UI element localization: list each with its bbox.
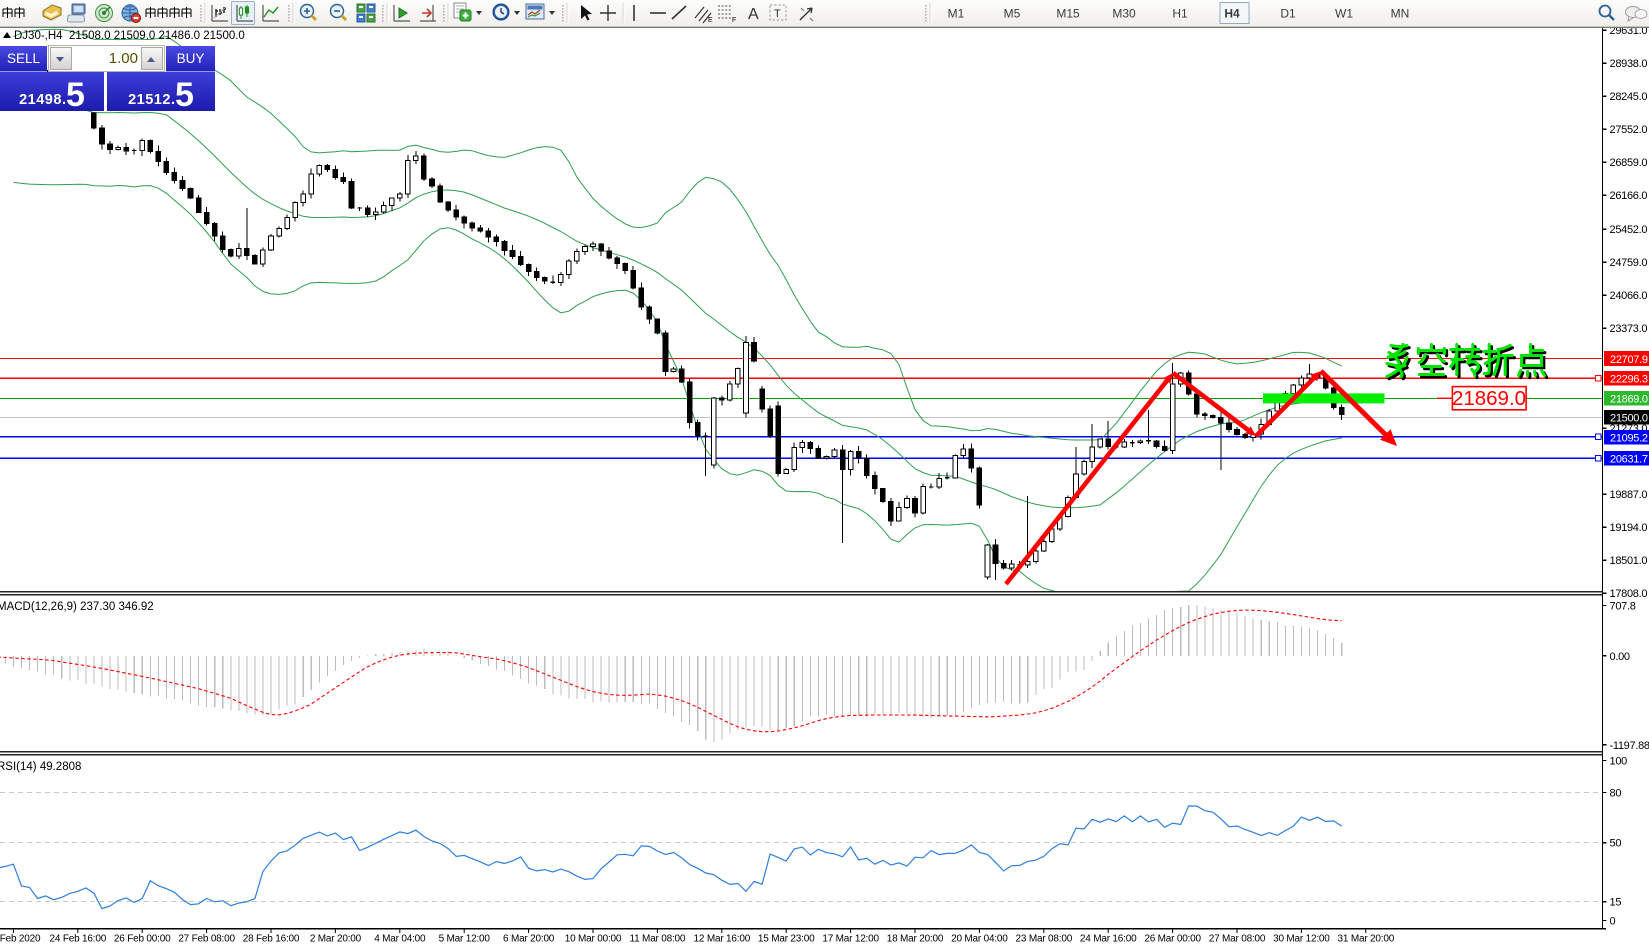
svg-text:H1: H1	[1172, 7, 1188, 21]
svg-text:18501.0: 18501.0	[1610, 555, 1648, 567]
svg-text:17808.0: 17808.0	[1610, 588, 1648, 600]
svg-text:2 Mar 20:00: 2 Mar 20:00	[310, 934, 362, 945]
svg-text:707.8: 707.8	[1610, 601, 1636, 613]
svg-text:15 Mar 23:00: 15 Mar 23:00	[758, 934, 815, 945]
svg-text:MN: MN	[1391, 7, 1410, 21]
svg-text:0.00: 0.00	[1610, 651, 1630, 663]
svg-text:F: F	[732, 17, 736, 24]
svg-text:22707.9: 22707.9	[1610, 354, 1648, 366]
svg-text:100: 100	[1610, 756, 1628, 768]
svg-text:15: 15	[1610, 897, 1622, 909]
svg-text:31 Mar 20:00: 31 Mar 20:00	[1338, 934, 1395, 945]
svg-text:5 Mar 12:00: 5 Mar 12:00	[439, 934, 491, 945]
svg-text:17 Mar 12:00: 17 Mar 12:00	[822, 934, 879, 945]
svg-text:6 Mar 20:00: 6 Mar 20:00	[503, 934, 555, 945]
svg-text:24066.0: 24066.0	[1610, 290, 1648, 302]
svg-text:24 Feb 16:00: 24 Feb 16:00	[50, 934, 107, 945]
svg-text:18 Mar 20:00: 18 Mar 20:00	[887, 934, 944, 945]
svg-text:21 Feb 2020: 21 Feb 2020	[0, 934, 41, 945]
svg-text:23373.0: 23373.0	[1610, 323, 1648, 335]
svg-text:M1: M1	[948, 7, 965, 21]
svg-text:50: 50	[1610, 838, 1622, 850]
svg-text:H4: H4	[1224, 7, 1240, 21]
svg-text:28 Feb 16:00: 28 Feb 16:00	[243, 934, 300, 945]
svg-text:21869.0: 21869.0	[1610, 394, 1648, 406]
svg-text:10 Mar 00:00: 10 Mar 00:00	[565, 934, 622, 945]
svg-text:19887.0: 19887.0	[1610, 489, 1648, 501]
svg-text:23 Mar 08:00: 23 Mar 08:00	[1016, 934, 1073, 945]
svg-text:12 Mar 16:00: 12 Mar 16:00	[694, 934, 751, 945]
svg-text:20 Mar 04:00: 20 Mar 04:00	[951, 934, 1008, 945]
svg-text:20631.7: 20631.7	[1610, 454, 1648, 466]
svg-text:28938.0: 28938.0	[1610, 58, 1648, 70]
svg-text:RSI(14) 49.2808: RSI(14) 49.2808	[0, 761, 81, 773]
svg-text:21869.0: 21869.0	[1452, 387, 1526, 410]
svg-text:26 Mar 00:00: 26 Mar 00:00	[1144, 934, 1201, 945]
svg-text:21500.0: 21500.0	[1610, 413, 1648, 425]
svg-text:26859.0: 26859.0	[1610, 157, 1648, 169]
svg-text:M15: M15	[1056, 7, 1080, 21]
svg-text:21095.2: 21095.2	[1610, 433, 1648, 445]
svg-text:27 Feb 08:00: 27 Feb 08:00	[178, 934, 235, 945]
svg-text:29631.0: 29631.0	[1610, 25, 1648, 37]
svg-text:24759.0: 24759.0	[1610, 257, 1648, 269]
svg-text:24 Mar 16:00: 24 Mar 16:00	[1080, 934, 1137, 945]
svg-text:27 Mar 08:00: 27 Mar 08:00	[1209, 934, 1266, 945]
svg-text:E: E	[708, 17, 713, 24]
svg-text:-1197.88: -1197.88	[1610, 740, 1649, 752]
svg-text:W1: W1	[1335, 7, 1353, 21]
svg-text:0: 0	[1610, 916, 1616, 928]
svg-text:MACD(12,26,9) 237.30 346.92: MACD(12,26,9) 237.30 346.92	[0, 601, 154, 613]
svg-text:11 Mar 08:00: 11 Mar 08:00	[630, 934, 686, 945]
svg-text:25452.0: 25452.0	[1610, 224, 1648, 236]
svg-text:D1: D1	[1280, 7, 1296, 21]
svg-text:22296.3: 22296.3	[1610, 374, 1648, 386]
svg-text:4 Mar 04:00: 4 Mar 04:00	[374, 934, 426, 945]
svg-text:30 Mar 12:00: 30 Mar 12:00	[1273, 934, 1330, 945]
svg-text:26166.0: 26166.0	[1610, 190, 1648, 202]
svg-text:26 Feb 00:00: 26 Feb 00:00	[114, 934, 171, 945]
svg-text:M30: M30	[1112, 7, 1136, 21]
svg-text:80: 80	[1610, 787, 1622, 799]
svg-text:M5: M5	[1004, 7, 1021, 21]
svg-text:27552.0: 27552.0	[1610, 124, 1648, 136]
svg-text:28245.0: 28245.0	[1610, 91, 1648, 103]
svg-text:19194.0: 19194.0	[1610, 522, 1648, 534]
svg-text:T: T	[774, 8, 781, 20]
svg-text:A: A	[748, 6, 759, 23]
